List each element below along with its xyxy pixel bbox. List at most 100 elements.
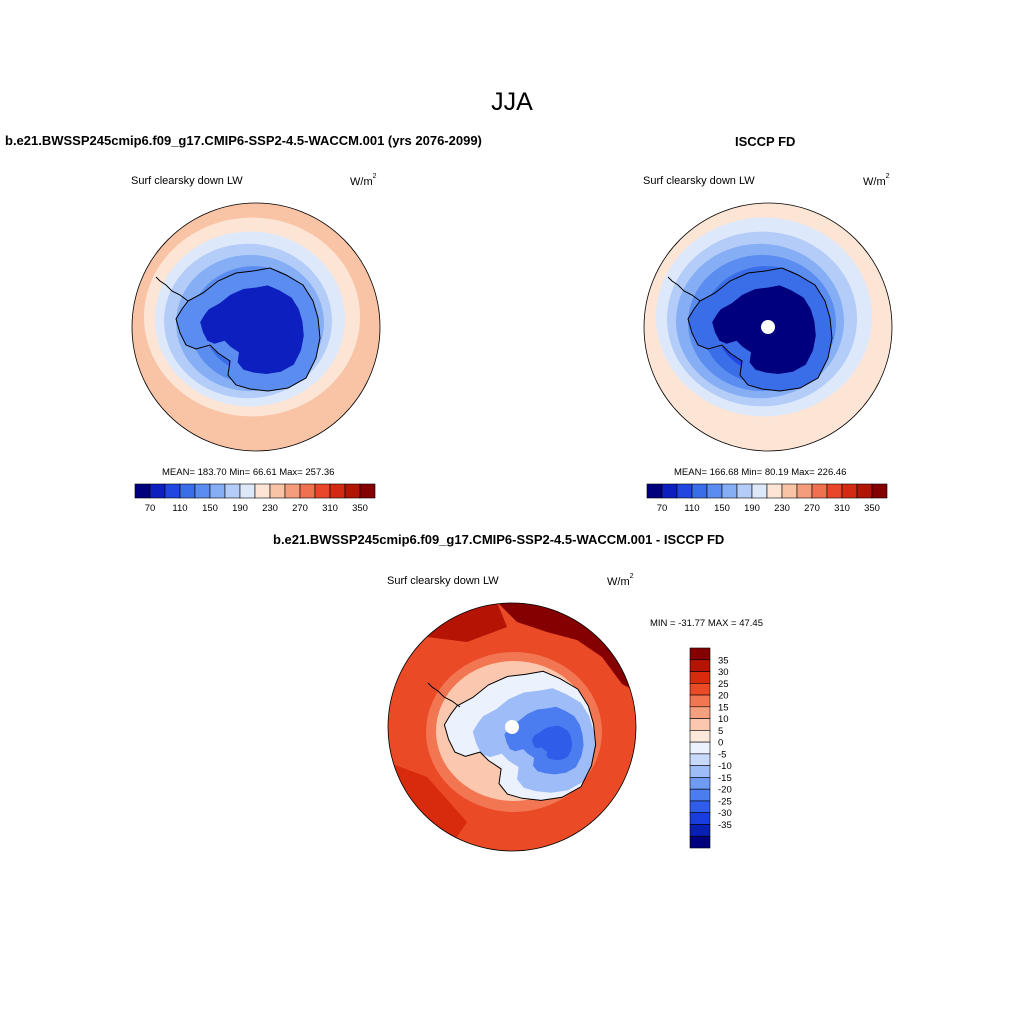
colorbar-swatch-7 <box>751 483 768 499</box>
colorbar-label-1: 110 <box>172 503 187 514</box>
colorbar-label-13: -30 <box>718 808 732 819</box>
colorbar-label-4: 15 <box>718 702 729 713</box>
colorbar-swatch-0 <box>646 483 663 499</box>
coastline <box>687 267 833 392</box>
colorbar-swatch-0 <box>134 483 151 499</box>
colorbar-label-2: 25 <box>718 679 729 690</box>
colorbar-swatch-6 <box>689 718 711 731</box>
colorbar-swatch-15 <box>871 483 888 499</box>
colorbar-swatch-14 <box>344 483 361 499</box>
colorbar-swatch-14 <box>689 812 711 825</box>
coastline <box>175 267 321 392</box>
colorbar-swatch-10 <box>284 483 301 499</box>
colorbar-swatch-8 <box>689 741 711 755</box>
colorbar-swatch-1 <box>689 659 711 672</box>
colorbar-swatch-12 <box>314 483 331 499</box>
colorbar-label-14: -35 <box>718 820 732 831</box>
panel-3-map <box>387 602 637 852</box>
colorbar-swatch-8 <box>254 483 271 499</box>
map-boundary <box>131 202 381 452</box>
colorbar-swatch-5 <box>721 483 738 499</box>
panel-1-colorbar: 70 110 150 190 230 270 310 350 <box>134 483 376 514</box>
colorbar-swatch-6 <box>736 483 753 499</box>
field-layer <box>388 603 636 851</box>
colorbar-label-3: 20 <box>718 691 729 702</box>
colorbar-swatch-15 <box>359 483 376 499</box>
field-layer <box>132 203 380 451</box>
colorbar-label-2: 150 <box>714 503 730 514</box>
colorbar-label-3: 190 <box>232 503 248 514</box>
panel-1-stats: MEAN= 183.70 Min= 66.61 Max= 257.36 <box>162 467 335 478</box>
colorbar-label-6: 310 <box>322 503 338 514</box>
colorbar-swatch-12 <box>689 788 711 802</box>
colorbar-swatch-5 <box>689 706 711 719</box>
colorbar-swatch-2 <box>676 483 693 499</box>
colorbar-label-0: 35 <box>718 655 729 666</box>
colorbar-swatch-3 <box>691 483 708 499</box>
colorbar-swatch-1 <box>149 483 166 499</box>
colorbar-swatch-11 <box>811 483 828 499</box>
colorbar-swatch-9 <box>269 483 286 499</box>
panel-2-colorbar: 70 110 150 190 230 270 310 350 <box>646 483 888 514</box>
colorbar-swatch-2 <box>164 483 181 499</box>
panel-2-variable: Surf clearsky down LW <box>643 175 755 187</box>
colorbar-swatch-7 <box>689 730 711 743</box>
colorbar-swatch-13 <box>841 483 858 499</box>
colorbar-swatch-6 <box>224 483 241 499</box>
colorbar-label-4: 230 <box>774 503 790 514</box>
figure-title: JJA <box>491 88 533 116</box>
panel-2-map <box>643 202 893 452</box>
colorbar-swatch-16 <box>689 835 711 849</box>
panel-3-minmax: MIN = -31.77 MAX = 47.45 <box>650 618 764 629</box>
colorbar-label-12: -25 <box>718 796 732 807</box>
colorbar-label-8: -5 <box>718 749 726 760</box>
panel-3-title: b.e21.BWSSP245cmip6.f09_g17.CMIP6-SSP2-4… <box>273 532 725 547</box>
colorbar-swatch-4 <box>689 694 711 708</box>
colorbar-swatch-5 <box>209 483 226 499</box>
colorbar-swatch-4 <box>706 483 723 499</box>
colorbar-label-7: 350 <box>864 503 880 514</box>
panel-3-variable: Surf clearsky down LW <box>387 575 499 587</box>
colorbar-label-6: 5 <box>718 726 723 737</box>
colorbar-swatch-9 <box>781 483 798 499</box>
colorbar-swatch-11 <box>689 777 711 790</box>
colorbar-label-0: 70 <box>145 503 156 514</box>
colorbar-swatch-12 <box>826 483 843 499</box>
colorbar-swatch-0 <box>689 647 711 661</box>
colorbar-label-0: 70 <box>657 503 668 514</box>
colorbar-label-1: 110 <box>684 503 699 514</box>
colorbar-swatch-8 <box>766 483 783 499</box>
colorbar-label-9: -10 <box>718 761 732 772</box>
colorbar-label-5: 270 <box>804 503 820 514</box>
colorbar-swatch-4 <box>194 483 211 499</box>
colorbar-swatch-13 <box>689 800 711 814</box>
panel-1-variable: Surf clearsky down LW <box>131 175 243 187</box>
peninsula-coastline <box>155 276 189 302</box>
coastline <box>443 670 597 801</box>
colorbar-label-7: 0 <box>718 738 723 749</box>
colorbar-label-5: 270 <box>292 503 308 514</box>
colorbar-swatch-11 <box>299 483 316 499</box>
colorbar-label-7: 350 <box>352 503 368 514</box>
field-layer <box>644 203 892 451</box>
colorbar-swatch-14 <box>856 483 873 499</box>
colorbar-swatch-9 <box>689 753 711 766</box>
panel-1-map <box>131 202 381 452</box>
panel-2-units: W/m2 <box>863 173 890 188</box>
colorbar-label-11: -20 <box>718 785 732 796</box>
colorbar-swatch-10 <box>689 765 711 778</box>
colorbar-swatch-2 <box>689 671 711 684</box>
colorbar-swatch-10 <box>796 483 813 499</box>
pole-gap <box>505 720 519 734</box>
colorbar-label-2: 150 <box>202 503 218 514</box>
colorbar-label-3: 190 <box>744 503 760 514</box>
colorbar-swatch-3 <box>179 483 196 499</box>
colorbar-swatch-13 <box>329 483 346 499</box>
panel-2-stats: MEAN= 166.68 Min= 80.19 Max= 226.46 <box>674 467 847 478</box>
colorbar-swatch-15 <box>689 824 711 837</box>
map-boundary <box>387 602 637 852</box>
colorbar-label-1: 30 <box>718 667 729 678</box>
map-boundary <box>643 202 893 452</box>
panel-1-units: W/m2 <box>350 173 377 188</box>
